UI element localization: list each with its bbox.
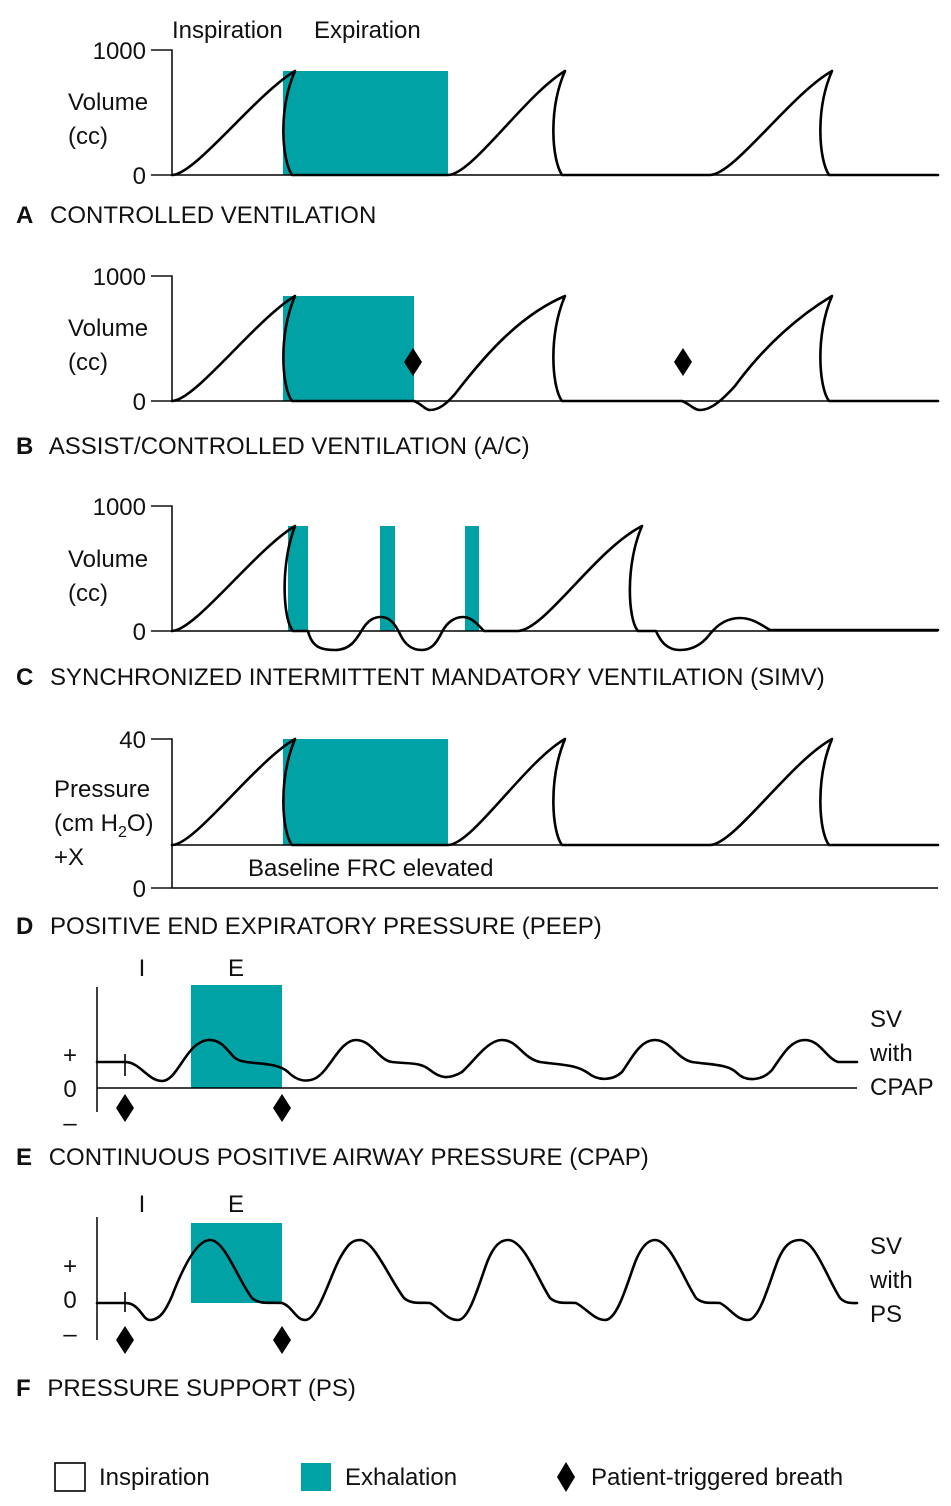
y-axis [151, 738, 173, 889]
y-axis-label-line1: Volume [68, 546, 148, 573]
y-label-part: (cm H [54, 810, 118, 837]
legend-exhalation-swatch [301, 1463, 331, 1491]
y-axis-label-line1: Volume [68, 315, 148, 342]
exhalation-block [283, 71, 448, 175]
exhalation-block [380, 526, 395, 631]
y-axis-label-line1: Pressure [54, 776, 150, 803]
side-label-line1: SV [870, 1006, 902, 1033]
panel-b: 1000 0 Volume (cc) B ASSIST/CONTROLLED V… [16, 264, 940, 460]
y-axis-label-line2: (cc) [68, 580, 108, 607]
phase-i-label: I [139, 1191, 146, 1218]
panel-c: 1000 0 Volume (cc) C SYNCHRONIZED INTERM… [16, 494, 940, 691]
pressure-waveform [170, 737, 940, 847]
side-label-line2: with [869, 1040, 913, 1067]
panel-title-text: CONTROLLED VENTILATION [50, 202, 376, 229]
phase-e-label: E [228, 1191, 244, 1218]
legend-inspiration-swatch [54, 1462, 86, 1492]
y-axis-label-line1: Volume [68, 89, 148, 116]
exhalation-block [288, 526, 308, 631]
patient-triggered-diamond [273, 1326, 291, 1354]
y-label-part: O) [127, 810, 154, 837]
y-tick-minus: – [63, 1321, 77, 1348]
phase-expiration-label: Expiration [314, 17, 421, 44]
y-axis-label-line2: (cc) [68, 123, 108, 150]
breath-waveform [170, 294, 940, 412]
panel-title-text: SYNCHRONIZED INTERMITTENT MANDATORY VENT… [50, 664, 825, 691]
y-axis-label-line3: +X [54, 844, 84, 871]
exhalation-block [465, 526, 479, 631]
side-label-line3: PS [870, 1301, 902, 1328]
exhalation-block [191, 985, 282, 1088]
y-tick-zero: 0 [133, 163, 146, 190]
side-label-line1: SV [870, 1233, 902, 1260]
y-axis-label-line2: (cc) [68, 349, 108, 376]
y-tick-top: 1000 [93, 38, 146, 65]
panel-d: Baseline FRC elevated 40 0 Pressure (cm … [16, 727, 940, 940]
phase-inspiration-label: Inspiration [172, 17, 283, 44]
patient-triggered-diamond [116, 1094, 134, 1122]
y-tick-zero: 0 [63, 1287, 76, 1314]
y-tick-top: 1000 [93, 264, 146, 291]
panel-title-text: POSITIVE END EXPIRATORY PRESSURE (PEEP) [50, 913, 602, 940]
panel-e: I E + 0 – SV with CPAP E CONTINUOUS POSI… [16, 955, 934, 1171]
patient-triggered-diamond [116, 1326, 134, 1354]
pressure-waveform [95, 1238, 859, 1322]
y-tick-plus: + [63, 1253, 77, 1280]
panel-letter: C [16, 664, 33, 691]
panel-f: I E + 0 – SV with PS F PRESSURE SUPPORT … [16, 1191, 913, 1402]
exhalation-block [191, 1223, 282, 1303]
y-tick-minus: – [63, 1110, 77, 1137]
panel-title-text: ASSIST/CONTROLLED VENTILATION (A/C) [49, 433, 530, 460]
legend: Inspiration Exhalation Patient-triggered… [54, 1462, 843, 1492]
y-tick-zero: 0 [63, 1076, 76, 1103]
panel-letter: F [16, 1375, 31, 1402]
y-tick-zero: 0 [133, 876, 146, 903]
panel-letter: B [16, 433, 33, 460]
y-axis [151, 275, 173, 402]
y-tick-zero: 0 [133, 389, 146, 416]
y-axis-label-line2: (cm H2O) [54, 810, 154, 841]
panel-letter: D [16, 913, 33, 940]
panel-title: F PRESSURE SUPPORT (PS) [16, 1375, 356, 1402]
y-tick-plus: + [63, 1042, 77, 1069]
side-label-line2: with [869, 1267, 913, 1294]
panel-title: D POSITIVE END EXPIRATORY PRESSURE (PEEP… [16, 913, 602, 940]
panel-letter: A [16, 202, 33, 229]
panel-title-text: PRESSURE SUPPORT (PS) [47, 1375, 356, 1402]
breath-waveform [170, 524, 940, 652]
breath-waveform [170, 69, 940, 177]
exhalation-block [283, 739, 448, 845]
y-label-subscript: 2 [118, 824, 127, 841]
side-label-line3: CPAP [870, 1074, 934, 1101]
legend-patient-triggered-label: Patient-triggered breath [591, 1464, 843, 1491]
patient-triggered-diamond [674, 348, 692, 376]
patient-triggered-diamond [273, 1094, 291, 1122]
phase-e-label: E [228, 955, 244, 982]
panel-title: B ASSIST/CONTROLLED VENTILATION (A/C) [16, 433, 530, 460]
y-axis [151, 505, 173, 632]
panel-letter: E [16, 1144, 32, 1171]
panel-title: C SYNCHRONIZED INTERMITTENT MANDATORY VE… [16, 664, 825, 691]
panel-a: Inspiration Expiration 1000 0 Volume (cc… [16, 17, 940, 229]
y-tick-top: 1000 [93, 494, 146, 521]
legend-inspiration-label: Inspiration [99, 1464, 210, 1491]
legend-diamond-icon [557, 1462, 575, 1492]
panel-title-text: CONTINUOUS POSITIVE AIRWAY PRESSURE (CPA… [49, 1144, 649, 1171]
y-tick-zero: 0 [133, 619, 146, 646]
panel-title: E CONTINUOUS POSITIVE AIRWAY PRESSURE (C… [16, 1144, 649, 1171]
patient-triggered-diamond [404, 348, 422, 376]
pressure-waveform [95, 1038, 859, 1083]
legend-exhalation-label: Exhalation [345, 1464, 457, 1491]
panel-title: A CONTROLLED VENTILATION [16, 202, 376, 229]
exhalation-block [283, 296, 414, 401]
phase-i-label: I [139, 955, 146, 982]
y-tick-top: 40 [119, 727, 146, 754]
y-axis [151, 49, 173, 176]
baseline-frc-note: Baseline FRC elevated [248, 855, 493, 882]
